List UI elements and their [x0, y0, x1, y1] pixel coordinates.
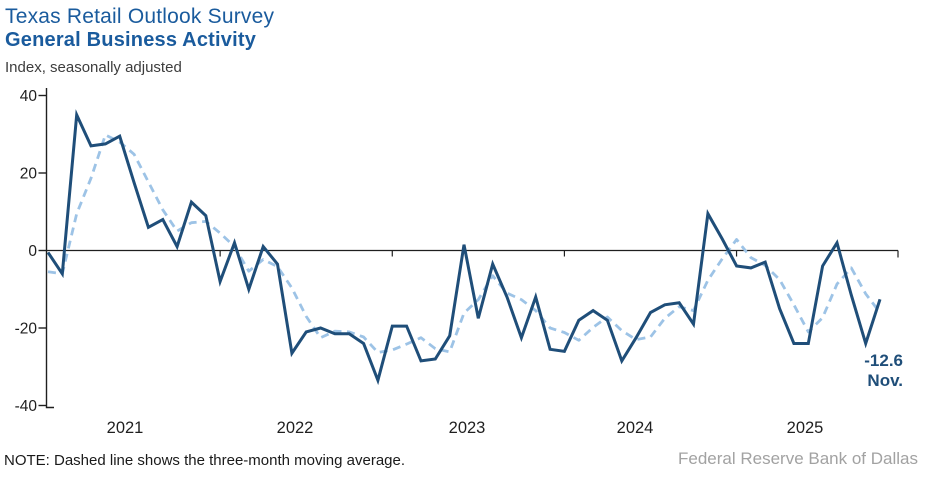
footnote: NOTE: Dashed line shows the three-month … [4, 452, 406, 469]
y-tick-label: -20 [15, 321, 38, 338]
chart-title: Texas Retail Outlook Survey [5, 5, 275, 28]
year-label: 2023 [449, 419, 486, 437]
chart-subtitle: General Business Activity [5, 29, 257, 51]
y-tick-label: 40 [20, 88, 38, 105]
monthly-series-line [46, 109, 882, 386]
year-label: 2024 [617, 419, 654, 437]
last-value-month: Nov. [867, 371, 903, 390]
last-value-annotation: -12.6 Nov. [864, 351, 903, 391]
y-axis-unit-label: Index, seasonally adjusted [5, 59, 182, 76]
last-value-label: -12.6 [864, 351, 903, 370]
y-tick-label: -40 [15, 398, 38, 415]
y-tick-label: 20 [20, 166, 38, 183]
year-label: 2025 [787, 419, 824, 437]
y-tick-label: 0 [28, 243, 37, 260]
attribution: Federal Reserve Bank of Dallas [677, 449, 918, 468]
moving-average-line [47, 133, 882, 354]
y-axis-line [45, 88, 54, 409]
year-label: 2022 [277, 419, 314, 437]
year-label: 2021 [107, 419, 144, 437]
